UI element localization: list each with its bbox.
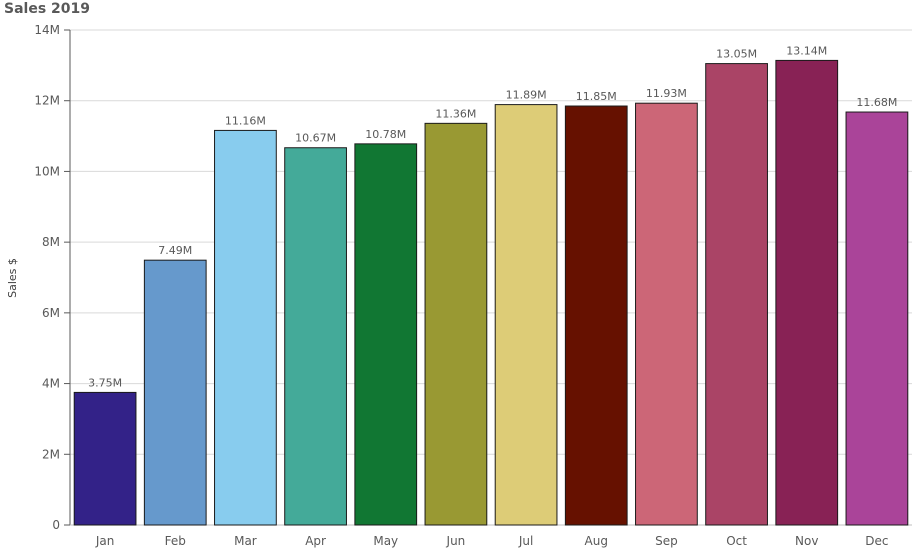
x-tick-label-jan: Jan xyxy=(95,534,115,548)
bar-jan[interactable] xyxy=(73,391,137,526)
bar-nov[interactable] xyxy=(775,59,839,526)
data-label-oct: 13.05M xyxy=(716,48,757,61)
y-tick-label: 8M xyxy=(42,235,60,249)
gridlines xyxy=(70,29,912,455)
y-tick-label: 10M xyxy=(34,164,60,178)
y-tick-label: 0 xyxy=(52,518,60,532)
x-tick-label-oct: Oct xyxy=(726,534,747,548)
bar-apr[interactable] xyxy=(284,147,347,526)
data-label-may: 10.78M xyxy=(365,128,406,141)
data-label-nov: 13.14M xyxy=(786,44,827,57)
data-label-feb: 7.49M xyxy=(158,244,192,257)
bar-sep[interactable] xyxy=(635,102,698,526)
bar-jun[interactable] xyxy=(424,122,488,526)
data-label-aug: 11.85M xyxy=(576,90,617,103)
data-labels: 3.75M 7.49M 11.16M 10.67M 10.78M 11.36M 11.89M… xyxy=(88,44,897,389)
bar-jul[interactable] xyxy=(494,104,558,526)
bar-aug[interactable] xyxy=(564,105,628,526)
bar-may[interactable] xyxy=(354,143,418,526)
data-label-dec: 11.68M xyxy=(856,96,897,109)
x-tick-label-aug: Aug xyxy=(585,534,608,548)
y-ticks: 0 2M 4M 6M 8M 10M 12M 14M xyxy=(34,23,70,532)
x-tick-label-jun: Jun xyxy=(446,534,466,548)
bar-oct[interactable] xyxy=(705,63,768,526)
bars xyxy=(73,59,909,526)
y-tick-label: 4M xyxy=(42,377,60,391)
x-tick-label-may: May xyxy=(373,534,398,548)
x-tick-label-mar: Mar xyxy=(234,534,257,548)
y-tick-label: 14M xyxy=(34,23,60,37)
x-tick-label-dec: Dec xyxy=(865,534,888,548)
bar-feb[interactable] xyxy=(143,259,207,526)
bar-dec[interactable] xyxy=(845,111,909,526)
x-tick-label-sep: Sep xyxy=(655,534,678,548)
x-tick-label-feb: Feb xyxy=(165,534,186,548)
data-label-jun: 11.36M xyxy=(435,107,476,120)
data-label-mar: 11.16M xyxy=(225,114,266,127)
y-tick-label: 12M xyxy=(34,94,60,108)
x-tick-label-jul: Jul xyxy=(518,534,533,548)
x-ticks: Jan Feb Mar Apr May Jun Jul Aug Sep Oct Nov Dec xyxy=(95,534,889,548)
x-tick-label-nov: Nov xyxy=(795,534,818,548)
y-tick-label: 2M xyxy=(42,447,60,461)
data-label-jul: 11.89M xyxy=(506,89,547,102)
y-tick-label: 6M xyxy=(42,306,60,320)
data-label-jan: 3.75M xyxy=(88,376,122,389)
data-label-apr: 10.67M xyxy=(295,132,336,145)
x-tick-label-apr: Apr xyxy=(305,534,326,548)
y-axis-label: Sales $ xyxy=(6,258,19,298)
axes xyxy=(69,30,912,526)
data-label-sep: 11.93M xyxy=(646,87,687,100)
chart-title: Sales 2019 xyxy=(4,1,90,17)
bar-mar[interactable] xyxy=(214,129,277,526)
